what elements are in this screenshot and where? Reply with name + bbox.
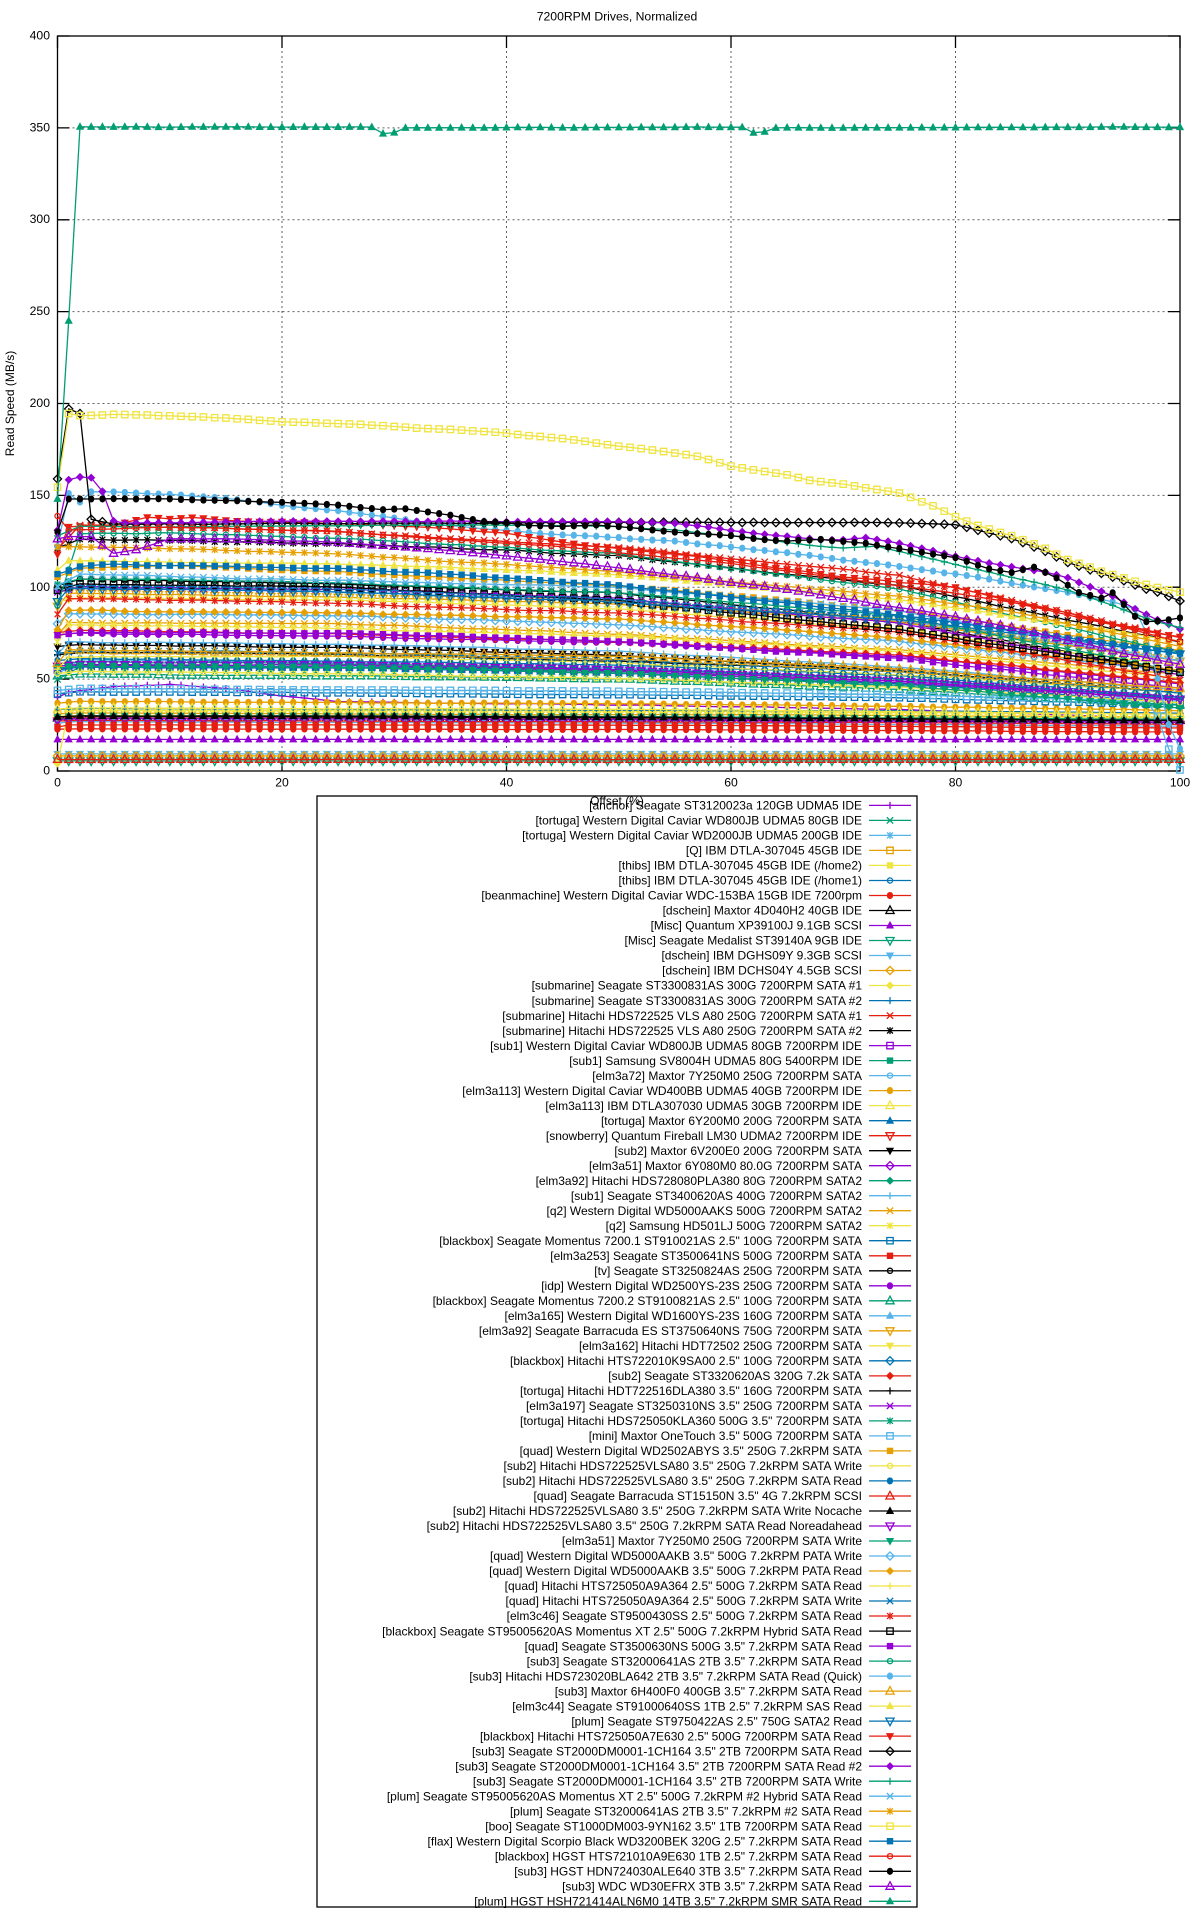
svg-text:[sub3] HGST HDN724030ALE640 3T: [sub3] HGST HDN724030ALE640 3TB 3.5" 7.2…: [514, 1865, 862, 1879]
svg-text:[sub2] Seagate ST3320620AS 320: [sub2] Seagate ST3320620AS 320G 7.2k SAT…: [608, 1369, 862, 1383]
svg-text:[quad] Seagate ST3500630NS 500: [quad] Seagate ST3500630NS 500G 3.5" 7.2…: [525, 1639, 862, 1653]
svg-text:350: 350: [30, 120, 51, 134]
svg-text:[sub2] Hitachi HDS722525VLSA80: [sub2] Hitachi HDS722525VLSA80 3.5" 250G…: [453, 1504, 862, 1518]
svg-text:[thibs] IBM DTLA-307045 45GB I: [thibs] IBM DTLA-307045 45GB IDE (/home2…: [619, 859, 862, 873]
svg-text:[elm3a51] Maxtor 6Y080M0 80.0G: [elm3a51] Maxtor 6Y080M0 80.0G 7200RPM S…: [589, 1159, 862, 1173]
svg-text:[elm3c44] Seagate ST91000640SS: [elm3c44] Seagate ST91000640SS 1TB 2.5" …: [512, 1699, 862, 1713]
svg-text:[plum] Seagate ST95005620AS Mo: [plum] Seagate ST95005620AS Momentus XT …: [387, 1789, 862, 1803]
svg-text:[q2] Samsung HD501LJ 500G 7200: [q2] Samsung HD501LJ 500G 7200RPM SATA2: [606, 1219, 863, 1233]
svg-text:[quad] Western Digital WD2502A: [quad] Western Digital WD2502ABYS 3.5" 2…: [520, 1444, 862, 1458]
svg-text:[tortuga] Maxtor 6Y200M0 200G: [tortuga] Maxtor 6Y200M0 200G 7200RPM SA…: [601, 1114, 862, 1128]
svg-text:60: 60: [724, 776, 738, 790]
svg-text:[blackbox] Hitachi HTS722010K9: [blackbox] Hitachi HTS722010K9SA00 2.5" …: [510, 1354, 862, 1368]
svg-text:[q2] Western Digital WD5000AAK: [q2] Western Digital WD5000AAKS 500G 720…: [547, 1204, 863, 1218]
svg-text:[sub2] Maxtor 6V200E0 200G 720: [sub2] Maxtor 6V200E0 200G 7200RPM SATA: [614, 1144, 862, 1158]
svg-text:[boo] Seagate ST1000DM003-9YN1: [boo] Seagate ST1000DM003-9YN162 3.5" 1T…: [485, 1819, 862, 1833]
svg-text:[elm3a51] Maxtor 7Y250M0 250G: [elm3a51] Maxtor 7Y250M0 250G 7200RPM SA…: [562, 1534, 862, 1548]
svg-text:[elm3c46] Seagate ST9500430SS: [elm3c46] Seagate ST9500430SS 2.5" 500G …: [507, 1609, 862, 1623]
svg-text:[submarine] Hitachi HDS722525: [submarine] Hitachi HDS722525 VLS A80 25…: [502, 1024, 862, 1038]
svg-text:[quad] Western Digital WD5000A: [quad] Western Digital WD5000AAKB 3.5" 5…: [490, 1549, 862, 1563]
svg-text:[flax] Western Digital Scorpio: [flax] Western Digital Scorpio Black WD3…: [428, 1834, 862, 1848]
svg-text:[blackbox] Seagate Momentus 72: [blackbox] Seagate Momentus 7200.1 ST910…: [439, 1234, 862, 1248]
svg-text:[blackbox] HGST HTS721010A9E63: [blackbox] HGST HTS721010A9E630 1TB 2.5"…: [495, 1849, 862, 1863]
svg-text:[quad] Hitachi HTS725050A9A364: [quad] Hitachi HTS725050A9A364 2.5" 500G…: [505, 1579, 862, 1593]
svg-text:[tortuga] Hitachi HDT722516DLA: [tortuga] Hitachi HDT722516DLA380 3.5" 1…: [520, 1384, 862, 1398]
svg-text:[blackbox] Seagate ST95005620A: [blackbox] Seagate ST95005620AS Momentus…: [382, 1624, 862, 1638]
svg-text:[Misc] Quantum XP39100J 9.1GB: [Misc] Quantum XP39100J 9.1GB SCSI: [651, 919, 862, 933]
svg-text:7200RPM Drives, Normalized: 7200RPM Drives, Normalized: [537, 10, 698, 24]
svg-text:[sub3] Seagate ST32000641AS 2T: [sub3] Seagate ST32000641AS 2TB 3.5" 7.2…: [527, 1654, 862, 1668]
svg-text:[sub1] Samsung SV8004H UDMA5 8: [sub1] Samsung SV8004H UDMA5 80G 5400RPM…: [569, 1054, 862, 1068]
svg-text:[sub1] Seagate ST3400620AS 400: [sub1] Seagate ST3400620AS 400G 7200RPM …: [571, 1189, 862, 1203]
svg-text:[tv] Seagate ST3250824AS 250G: [tv] Seagate ST3250824AS 250G 7200RPM SA…: [594, 1264, 862, 1278]
svg-text:[sub2] Hitachi HDS722525VLSA80: [sub2] Hitachi HDS722525VLSA80 3.5" 250G…: [504, 1459, 863, 1473]
svg-text:[submarine] Seagate ST3300831A: [submarine] Seagate ST3300831AS 300G 720…: [532, 994, 863, 1008]
svg-text:[Q] IBM DTLA-307045 45GB IDE: [Q] IBM DTLA-307045 45GB IDE: [686, 844, 862, 858]
svg-text:[quad] Hitachi HTS725050A9A364: [quad] Hitachi HTS725050A9A364 2.5" 500G…: [506, 1594, 863, 1608]
svg-text:[sub2] Hitachi HDS722525VLSA80: [sub2] Hitachi HDS722525VLSA80 3.5" 250G…: [427, 1519, 862, 1533]
svg-text:[thibs] IBM DTLA-307045 45GB I: [thibs] IBM DTLA-307045 45GB IDE (/home1…: [619, 874, 862, 888]
svg-text:[plum] Seagate ST32000641AS 2T: [plum] Seagate ST32000641AS 2TB 3.5" 7.2…: [510, 1804, 862, 1818]
svg-text:[dschein] Maxtor 4D040H2 40GB: [dschein] Maxtor 4D040H2 40GB IDE: [663, 904, 862, 918]
svg-text:[blackbox] Seagate Momentus 72: [blackbox] Seagate Momentus 7200.2 ST910…: [433, 1294, 862, 1308]
svg-text:Offset (%): Offset (%): [590, 794, 644, 808]
svg-text:[plum] Seagate ST9750422AS 2.5: [plum] Seagate ST9750422AS 2.5" 750G SAT…: [571, 1714, 862, 1728]
svg-text:[sub3] Seagate ST2000DM0001-1C: [sub3] Seagate ST2000DM0001-1CH164 3.5" …: [473, 1774, 862, 1788]
svg-text:300: 300: [30, 212, 51, 226]
svg-text:[beanmachine] Western Digital: [beanmachine] Western Digital Caviar WDC…: [481, 889, 862, 903]
svg-text:[sub3] Seagate ST2000DM0001-1C: [sub3] Seagate ST2000DM0001-1CH164 3.5" …: [455, 1759, 862, 1773]
svg-text:[Misc] Seagate Medalist ST3914: [Misc] Seagate Medalist ST39140A 9GB IDE: [625, 934, 862, 948]
svg-text:80: 80: [949, 776, 963, 790]
svg-text:[elm3a113] IBM DTLA307030 UDMA: [elm3a113] IBM DTLA307030 UDMA5 30GB 720…: [545, 1099, 862, 1113]
svg-text:[elm3a92] Hitachi HDS728080PLA: [elm3a92] Hitachi HDS728080PLA380 80G 72…: [536, 1174, 863, 1188]
svg-text:[sub1] Western Digital Caviar: [sub1] Western Digital Caviar WD800JB UD…: [490, 1039, 862, 1053]
svg-text:[elm3a197] Seagate ST3250310NS: [elm3a197] Seagate ST3250310NS 3.5" 250G…: [526, 1399, 862, 1413]
svg-text:[idp] Western Digital WD2500YS: [idp] Western Digital WD2500YS-23S 250G …: [541, 1279, 862, 1293]
svg-text:[sub3] Seagate ST2000DM0001-1C: [sub3] Seagate ST2000DM0001-1CH164 3.5" …: [472, 1744, 862, 1758]
svg-text:150: 150: [30, 488, 51, 502]
svg-text:200: 200: [30, 396, 51, 410]
svg-text:[tortuga] Western Digital Cavi: [tortuga] Western Digital Caviar WD2000J…: [522, 829, 862, 843]
svg-text:[elm3a253] Seagate ST3500641NS: [elm3a253] Seagate ST3500641NS 500G 7200…: [550, 1249, 862, 1263]
svg-text:[dschein] IBM DGHS09Y 9.3GB SC: [dschein] IBM DGHS09Y 9.3GB SCSI: [661, 949, 862, 963]
svg-text:[mini] Maxtor OneTouch 3.5" 50: [mini] Maxtor OneTouch 3.5" 500G 7200RPM…: [589, 1429, 862, 1443]
svg-text:[tortuga] Western Digital Cavi: [tortuga] Western Digital Caviar WD800JB…: [535, 814, 862, 828]
svg-text:0: 0: [43, 764, 50, 778]
svg-text:[blackbox] Hitachi HTS725050A7: [blackbox] Hitachi HTS725050A7E630 2.5" …: [480, 1729, 862, 1743]
svg-text:[sub3] Hitachi HDS723020BLA642: [sub3] Hitachi HDS723020BLA642 2TB 3.5" …: [469, 1669, 862, 1683]
svg-text:[snowberry] Quantum Fireball L: [snowberry] Quantum Fireball LM30 UDMA2 …: [546, 1129, 862, 1143]
svg-text:100: 100: [30, 580, 51, 594]
svg-text:[submarine] Hitachi HDS722525: [submarine] Hitachi HDS722525 VLS A80 25…: [502, 1009, 862, 1023]
svg-text:250: 250: [30, 304, 51, 318]
svg-text:[quad] Seagate Barracuda ST151: [quad] Seagate Barracuda ST15150N 3.5" 4…: [534, 1489, 862, 1503]
svg-text:[submarine] Seagate ST3300831A: [submarine] Seagate ST3300831AS 300G 720…: [532, 979, 863, 993]
svg-text:[elm3a162] Hitachi HDT72502 25: [elm3a162] Hitachi HDT72502 250G 7200RPM…: [579, 1339, 862, 1353]
svg-text:[tortuga] Hitachi HDS725050KLA: [tortuga] Hitachi HDS725050KLA360 500G 3…: [520, 1414, 862, 1428]
svg-text:50: 50: [36, 672, 50, 686]
svg-text:[plum] HGST HSH721414ALN6M0 14: [plum] HGST HSH721414ALN6M0 14TB 3.5" 7.…: [474, 1895, 862, 1909]
svg-text:[anchor] Seagate ST3120023a 12: [anchor] Seagate ST3120023a 120GB UDMA5 …: [589, 799, 862, 813]
svg-text:[elm3a92] Seagate Barracuda ES: [elm3a92] Seagate Barracuda ES ST3750640…: [479, 1324, 862, 1338]
svg-text:[elm3a72] Maxtor 7Y250M0 250G: [elm3a72] Maxtor 7Y250M0 250G 7200RPM SA…: [592, 1069, 862, 1083]
svg-text:400: 400: [30, 29, 51, 43]
svg-text:[elm3a165] Western Digital WD1: [elm3a165] Western Digital WD1600YS-23S …: [504, 1309, 862, 1323]
svg-text:20: 20: [275, 776, 289, 790]
svg-text:[sub3] Maxtor 6H400F0 400GB 3.: [sub3] Maxtor 6H400F0 400GB 3.5" 7.2kRPM…: [555, 1684, 862, 1698]
svg-text:[sub3] WDC WD30EFRX 3TB 3.5" 7: [sub3] WDC WD30EFRX 3TB 3.5" 7.2kRPM SAT…: [562, 1880, 862, 1894]
svg-text:100: 100: [1170, 776, 1191, 790]
svg-text:[sub2] Hitachi HDS722525VLSA80: [sub2] Hitachi HDS722525VLSA80 3.5" 250G…: [503, 1474, 862, 1488]
svg-text:[elm3a113] Western Digital Cav: [elm3a113] Western Digital Caviar WD400B…: [462, 1084, 862, 1098]
svg-text:40: 40: [500, 776, 514, 790]
svg-text:Read Speed (MB/s): Read Speed (MB/s): [3, 351, 17, 456]
svg-text:[dschein] IBM DCHS04Y 4.5GB SC: [dschein] IBM DCHS04Y 4.5GB SCSI: [662, 964, 862, 978]
svg-text:0: 0: [54, 776, 61, 790]
svg-text:[quad] Western Digital WD5000A: [quad] Western Digital WD5000AAKB 3.5" 5…: [489, 1564, 862, 1578]
